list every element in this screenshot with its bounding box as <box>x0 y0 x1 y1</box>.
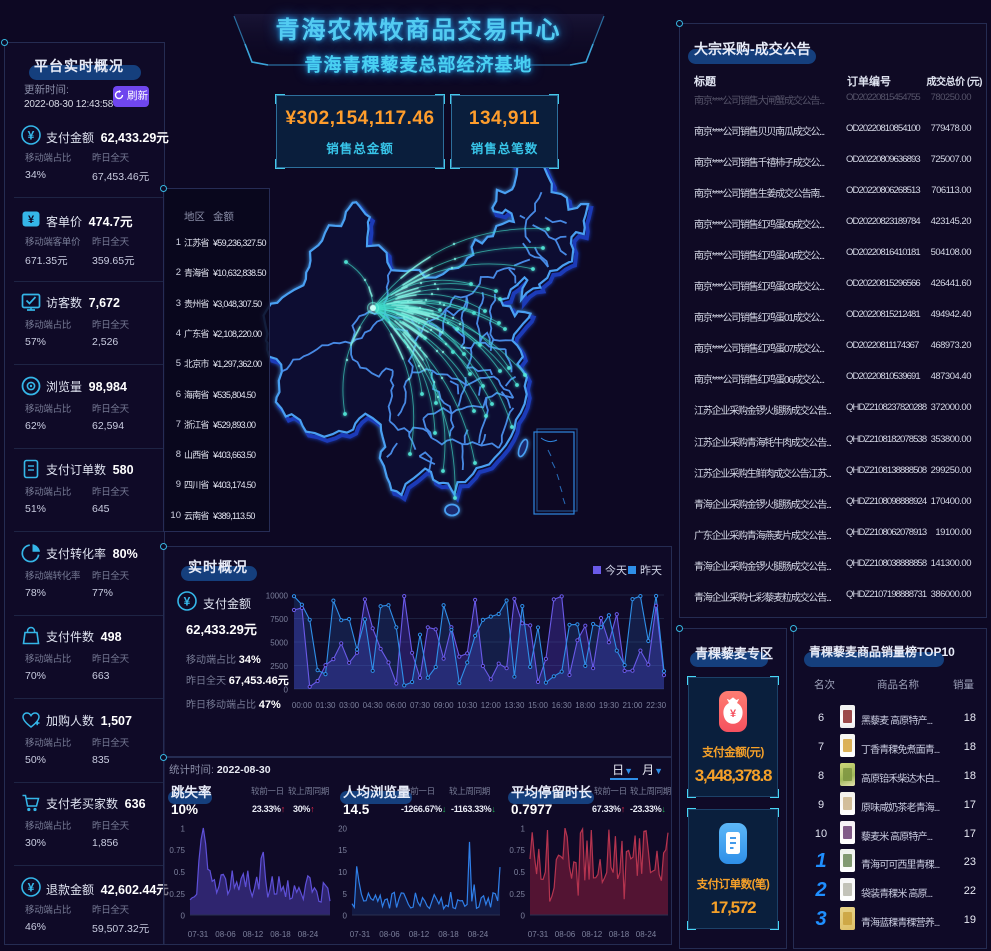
svg-text:7500: 7500 <box>270 615 288 624</box>
svg-text:00:00: 00:00 <box>292 701 313 710</box>
svg-text:20: 20 <box>338 825 347 834</box>
svg-text:04:30: 04:30 <box>363 701 384 710</box>
svg-text:10:30: 10:30 <box>457 701 478 710</box>
svg-text:15: 15 <box>338 846 347 855</box>
svg-text:08-12: 08-12 <box>582 930 603 939</box>
svg-text:10000: 10000 <box>266 592 289 601</box>
svg-text:03:00: 03:00 <box>339 701 360 710</box>
svg-text:08-24: 08-24 <box>468 930 489 939</box>
svg-text:¥: ¥ <box>28 881 35 895</box>
svg-text:08-18: 08-18 <box>270 930 291 939</box>
svg-text:¥: ¥ <box>28 129 35 143</box>
svg-text:08-24: 08-24 <box>298 930 319 939</box>
svg-text:5000: 5000 <box>270 639 288 648</box>
svg-text:08-24: 08-24 <box>636 930 657 939</box>
svg-text:07-31: 07-31 <box>528 930 549 939</box>
svg-text:0.25: 0.25 <box>509 890 525 899</box>
svg-text:08-18: 08-18 <box>609 930 630 939</box>
svg-text:22:30: 22:30 <box>646 701 667 710</box>
svg-text:¥: ¥ <box>28 214 35 226</box>
svg-text:21:00: 21:00 <box>622 701 643 710</box>
svg-text:08-06: 08-06 <box>555 930 576 939</box>
svg-text:18:00: 18:00 <box>575 701 596 710</box>
svg-text:08-06: 08-06 <box>379 930 400 939</box>
svg-text:¥: ¥ <box>730 708 737 720</box>
svg-text:1: 1 <box>181 825 186 834</box>
svg-text:01:30: 01:30 <box>315 701 336 710</box>
svg-text:0.75: 0.75 <box>169 846 185 855</box>
svg-text:0: 0 <box>181 912 186 921</box>
svg-text:2500: 2500 <box>270 662 288 671</box>
svg-text:07-31: 07-31 <box>188 930 209 939</box>
svg-text:¥: ¥ <box>184 595 191 609</box>
svg-text:10: 10 <box>338 868 347 877</box>
svg-text:5: 5 <box>343 890 348 899</box>
svg-text:15:00: 15:00 <box>528 701 549 710</box>
svg-text:0.5: 0.5 <box>174 868 186 877</box>
svg-text:12:00: 12:00 <box>481 701 502 710</box>
svg-text:0: 0 <box>343 912 348 921</box>
svg-text:06:00: 06:00 <box>386 701 407 710</box>
svg-text:16:30: 16:30 <box>552 701 573 710</box>
svg-text:08-06: 08-06 <box>215 930 236 939</box>
svg-text:19:30: 19:30 <box>599 701 620 710</box>
svg-text:08-12: 08-12 <box>243 930 264 939</box>
svg-text:08-12: 08-12 <box>409 930 430 939</box>
svg-text:1: 1 <box>521 825 526 834</box>
svg-text:0: 0 <box>284 686 289 695</box>
svg-text:0.5: 0.5 <box>514 868 526 877</box>
svg-text:08-18: 08-18 <box>438 930 459 939</box>
svg-text:09:00: 09:00 <box>434 701 455 710</box>
svg-text:0: 0 <box>521 912 526 921</box>
svg-text:07:30: 07:30 <box>410 701 431 710</box>
svg-text:13:30: 13:30 <box>504 701 525 710</box>
svg-text:07-31: 07-31 <box>350 930 371 939</box>
svg-text:0.75: 0.75 <box>509 846 525 855</box>
svg-text:0.25: 0.25 <box>169 890 185 899</box>
